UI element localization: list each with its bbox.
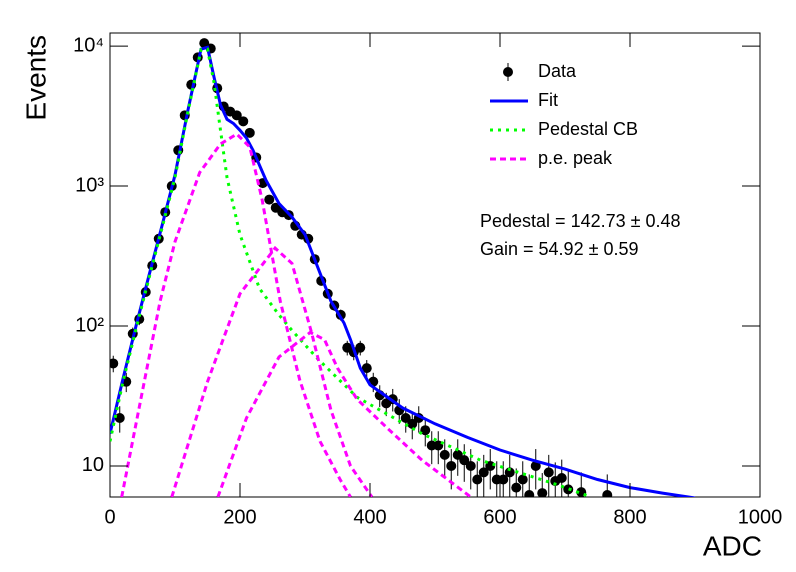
curve [110, 47, 592, 497]
data-point [114, 413, 125, 424]
legend-swatch [503, 67, 513, 77]
data-point [478, 467, 489, 478]
y-tick-label: 10⁴ [73, 34, 104, 56]
y-tick-label: 10³ [75, 174, 104, 196]
data-point [524, 490, 535, 497]
data-point [361, 363, 372, 374]
x-tick-label: 800 [613, 506, 646, 528]
data-point [472, 474, 483, 485]
legend-label: p.e. peak [538, 148, 613, 168]
legend-label: Pedestal CB [538, 119, 638, 139]
data-point [400, 413, 411, 424]
data-point [244, 127, 255, 138]
data-point [563, 484, 574, 495]
annotation: Pedestal = 142.73 ± 0.48 [480, 211, 681, 231]
data-point [420, 425, 431, 436]
data-point [459, 455, 470, 466]
data-point [530, 460, 541, 471]
data-point [231, 110, 242, 121]
data-point [498, 474, 509, 485]
x-tick-label: 400 [353, 506, 386, 528]
annotation: Gain = 54.92 ± 0.59 [480, 239, 639, 259]
data-point [556, 473, 567, 484]
legend-label: Fit [538, 90, 558, 110]
data-point [537, 488, 548, 497]
y-tick-label: 10 [82, 454, 104, 476]
x-tick-label: 1000 [738, 506, 783, 528]
plot-area [110, 38, 696, 497]
x-tick-label: 600 [483, 506, 516, 528]
data-point [355, 342, 366, 353]
plot-frame [109, 32, 761, 498]
x-tick-label: 200 [223, 506, 256, 528]
data-point [517, 474, 528, 485]
x-axis-label: ADC [703, 530, 762, 561]
data-point [238, 116, 249, 127]
data-point [465, 460, 476, 471]
data-point [407, 418, 418, 429]
data-point [264, 194, 275, 205]
data-point [504, 467, 515, 478]
data-point [110, 358, 119, 369]
curve [216, 330, 472, 497]
x-tick-label: 0 [104, 506, 115, 528]
data-point [446, 460, 457, 471]
data-point [602, 490, 613, 497]
y-axis-label: Events [20, 35, 51, 121]
y-tick-label: 10² [75, 314, 104, 336]
data-point [543, 467, 554, 478]
curve [170, 245, 374, 497]
data-point [511, 482, 522, 493]
data-point [439, 449, 450, 460]
legend-label: Data [538, 61, 577, 81]
